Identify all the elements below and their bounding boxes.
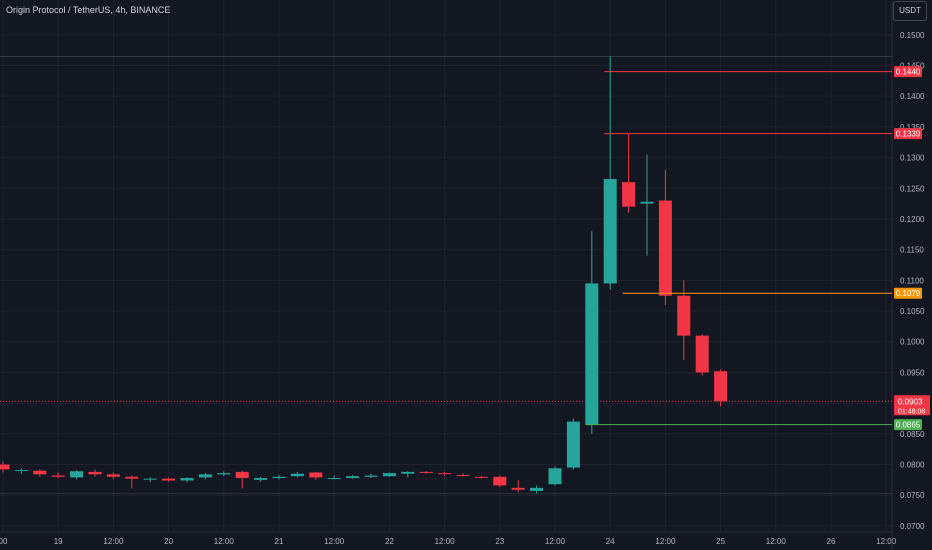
candle-body-down[interactable] — [51, 475, 65, 477]
candle-body-up[interactable] — [70, 471, 84, 478]
candle-body-up[interactable] — [640, 201, 654, 204]
y-tick-label: 0.0700 — [900, 522, 925, 531]
candle-body-down[interactable] — [677, 295, 691, 336]
candle-body-up[interactable] — [327, 478, 341, 480]
candle-body-down[interactable] — [695, 335, 709, 373]
candle-body-up[interactable] — [14, 470, 28, 472]
y-tick-label: 0.1000 — [900, 338, 925, 347]
currency-button[interactable]: USDT — [893, 1, 927, 21]
y-tick-label: 0.1450 — [900, 61, 925, 70]
candle-body-down[interactable] — [622, 182, 636, 207]
y-tick-label: 0.1250 — [900, 184, 925, 193]
candle-body-up[interactable] — [143, 478, 157, 480]
y-tick-label: 0.1150 — [900, 246, 924, 255]
y-tick-label: 0.1350 — [900, 123, 925, 132]
y-tick-label: 0.0750 — [900, 491, 925, 500]
chart-title: Origin Protocol / TetherUS, 4h, BINANCE — [6, 5, 171, 15]
y-tick-label: 0.0950 — [900, 368, 925, 377]
y-tick-label: 0.0800 — [900, 461, 925, 470]
x-tick-label: 12:00 — [545, 537, 566, 546]
bar-countdown-label: 01:48:08 — [898, 408, 925, 415]
candle-body-down[interactable] — [309, 472, 323, 478]
y-tick-label: 0.1400 — [900, 92, 925, 101]
candle-body-down[interactable] — [419, 471, 433, 473]
candle-body-up[interactable] — [364, 475, 378, 477]
candle-body-up[interactable] — [272, 476, 286, 479]
candle-body-up[interactable] — [603, 179, 617, 284]
x-tick-label: 12:00 — [214, 537, 235, 546]
candle-body-up[interactable] — [401, 471, 415, 474]
x-tick-label: 19 — [54, 537, 63, 546]
candle-body-down[interactable] — [162, 478, 176, 481]
candle-body-up[interactable] — [217, 473, 231, 475]
level-price-label: 0.1440 — [896, 68, 921, 77]
candle-body-up[interactable] — [382, 473, 396, 477]
x-tick-label: 12:00 — [766, 537, 787, 546]
candle-body-down[interactable] — [106, 474, 120, 477]
candle-body-down[interactable] — [33, 470, 47, 475]
candle-body-down[interactable] — [235, 471, 249, 479]
candle-body-up[interactable] — [290, 473, 304, 477]
x-tick-label: 12:00 — [655, 537, 676, 546]
y-tick-label: 0.0850 — [900, 430, 925, 439]
x-tick-label: 12:00 — [435, 537, 456, 546]
x-tick-label: 21 — [275, 537, 284, 546]
candle-body-up[interactable] — [198, 474, 212, 478]
level-price-label: 0.1079 — [896, 289, 921, 298]
x-tick-label: 23 — [495, 537, 504, 546]
candle-body-down[interactable] — [0, 464, 10, 470]
level-price-label: 0.1339 — [896, 130, 921, 139]
y-tick-label: 0.1300 — [900, 154, 925, 163]
x-tick-label: 00 — [0, 537, 8, 546]
last-price-tag — [894, 395, 930, 416]
candle-body-down[interactable] — [456, 474, 470, 476]
candle-body-down[interactable] — [125, 476, 139, 479]
y-tick-label: 0.1500 — [900, 31, 925, 40]
candle-body-up[interactable] — [346, 476, 360, 479]
level-price-tag — [894, 128, 922, 140]
candle-body-up[interactable] — [530, 487, 544, 491]
x-tick-label: 24 — [606, 537, 615, 546]
last-price-label: 0.0903 — [898, 397, 923, 406]
x-tick-label: 12:00 — [103, 537, 124, 546]
x-tick-label: 12:00 — [876, 537, 897, 546]
candle-body-up[interactable] — [585, 283, 599, 425]
x-tick-label: 12:00 — [324, 537, 345, 546]
x-tick-label: 22 — [385, 537, 394, 546]
candle-body-down[interactable] — [511, 487, 525, 490]
level-price-label: 0.0865 — [896, 421, 921, 430]
x-tick-label: 20 — [164, 537, 173, 546]
candle-body-down[interactable] — [438, 473, 452, 475]
x-tick-label: 26 — [827, 537, 836, 546]
level-price-tag — [894, 287, 922, 299]
level-price-tag — [894, 419, 922, 431]
y-tick-label: 0.1100 — [900, 276, 924, 285]
y-tick-label: 0.1200 — [900, 215, 925, 224]
candle-body-up[interactable] — [180, 478, 194, 481]
candle-body-up[interactable] — [566, 421, 580, 468]
candle-body-down[interactable] — [714, 371, 728, 402]
candle-body-up[interactable] — [548, 468, 562, 485]
candle-body-down[interactable] — [493, 476, 507, 486]
candle-body-up[interactable] — [254, 478, 268, 480]
candle-body-down[interactable] — [658, 200, 672, 296]
level-price-tag — [894, 66, 922, 78]
candle-body-down[interactable] — [474, 476, 488, 478]
y-tick-label: 0.1050 — [900, 307, 925, 316]
candle-body-down[interactable] — [88, 471, 102, 475]
x-tick-label: 25 — [716, 537, 725, 546]
